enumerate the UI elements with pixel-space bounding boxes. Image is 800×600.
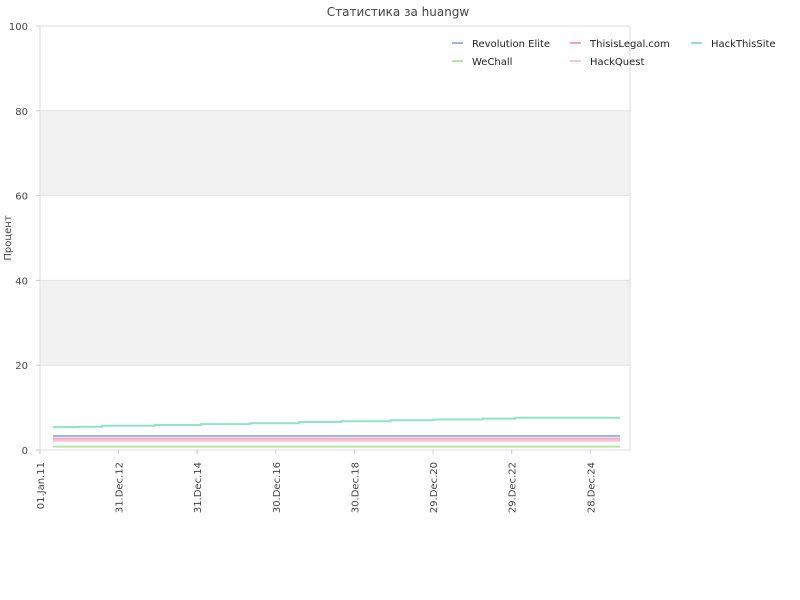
y-tick-label: 80 bbox=[15, 107, 28, 118]
y-axis-ticks: 0 20 40 60 80 100 bbox=[9, 22, 40, 457]
x-tick-label: 31.Dec.12 bbox=[115, 462, 126, 513]
series-lines bbox=[52, 416, 621, 448]
legend-label: WeChall bbox=[472, 57, 512, 68]
x-tick-label: 01.Jan.11 bbox=[36, 462, 47, 509]
y-tick-label: 20 bbox=[15, 361, 28, 372]
plot-frame bbox=[39, 25, 631, 451]
x-tick-label: 29.Dec.20 bbox=[429, 462, 440, 513]
series-line bbox=[52, 416, 621, 429]
x-tick-label: 31.Dec.14 bbox=[193, 462, 204, 513]
grid-lines bbox=[40, 25, 630, 451]
y-tick-label: 100 bbox=[9, 22, 28, 33]
y-tick-label: 60 bbox=[15, 192, 28, 203]
legend-label: HackQuest bbox=[590, 57, 645, 68]
x-tick-label: 28.Dec.24 bbox=[586, 462, 597, 513]
grid-band bbox=[40, 280, 630, 366]
legend-label: Revolution Elite bbox=[472, 39, 550, 50]
x-tick-label: 30.Dec.16 bbox=[272, 462, 283, 513]
x-axis-ticks: 01.Jan.11 31.Dec.12 31.Dec.14 30.Dec.16 30.D… bbox=[36, 450, 597, 513]
x-tick-label: 30.Dec.18 bbox=[350, 462, 361, 513]
legend-label: HackThisSite bbox=[711, 39, 776, 50]
grid-bands bbox=[40, 110, 630, 366]
y-tick-label: 40 bbox=[15, 276, 28, 287]
chart-title: Статистика за huangw bbox=[327, 5, 470, 19]
legend-label: ThisisLegal.com bbox=[589, 39, 670, 50]
y-axis-label: Процент bbox=[3, 215, 14, 260]
y-tick-label: 0 bbox=[22, 446, 28, 457]
x-tick-label: 29.Dec.22 bbox=[508, 462, 519, 513]
legend: Revolution Elite ThisisLegal.com HackThisS… bbox=[452, 39, 776, 68]
grid-band bbox=[40, 110, 630, 196]
